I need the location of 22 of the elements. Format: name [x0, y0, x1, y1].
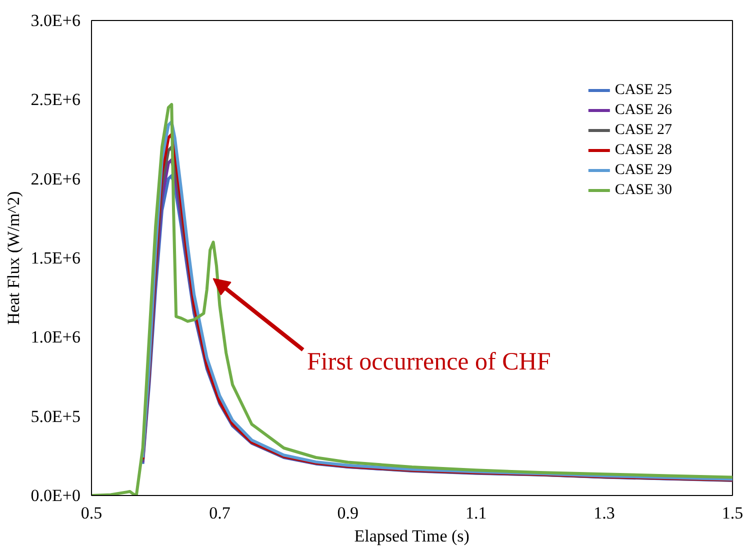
x-tick-label: 0.5: [80, 504, 102, 522]
y-tick-label: 5.0E+5: [30, 406, 81, 426]
legend-label: CASE 26: [614, 102, 672, 118]
y-tick-label: 2.0E+6: [30, 169, 81, 188]
legend-label: CASE 27: [614, 122, 672, 138]
annotation: First occurrence of CHF: [307, 348, 551, 376]
y-tick-label: 2.5E+6: [30, 90, 81, 110]
legend-label: CASE 29: [614, 162, 672, 178]
legend-label: CASE 25: [614, 82, 672, 98]
x-tick-label: 0.7: [209, 504, 231, 522]
y-tick-label: 1.5E+6: [30, 248, 81, 268]
x-axis-title: Elapsed Time (s): [354, 526, 470, 546]
x-tick-label: 1.3: [594, 504, 615, 522]
y-tick-label: 1.0E+6: [30, 328, 81, 347]
legend-label: CASE 30: [614, 182, 672, 198]
x-tick-label: 1.1: [465, 504, 487, 522]
y-axis-title: Heat Flux (W/m^2): [4, 191, 23, 325]
legend-label: CASE 28: [614, 142, 672, 158]
y-tick-label: 3.0E+6: [30, 11, 81, 30]
x-tick-label: 0.9: [337, 504, 359, 522]
x-tick-label: 1.5: [722, 504, 744, 522]
y-tick-label: 0.0E+0: [30, 486, 81, 505]
